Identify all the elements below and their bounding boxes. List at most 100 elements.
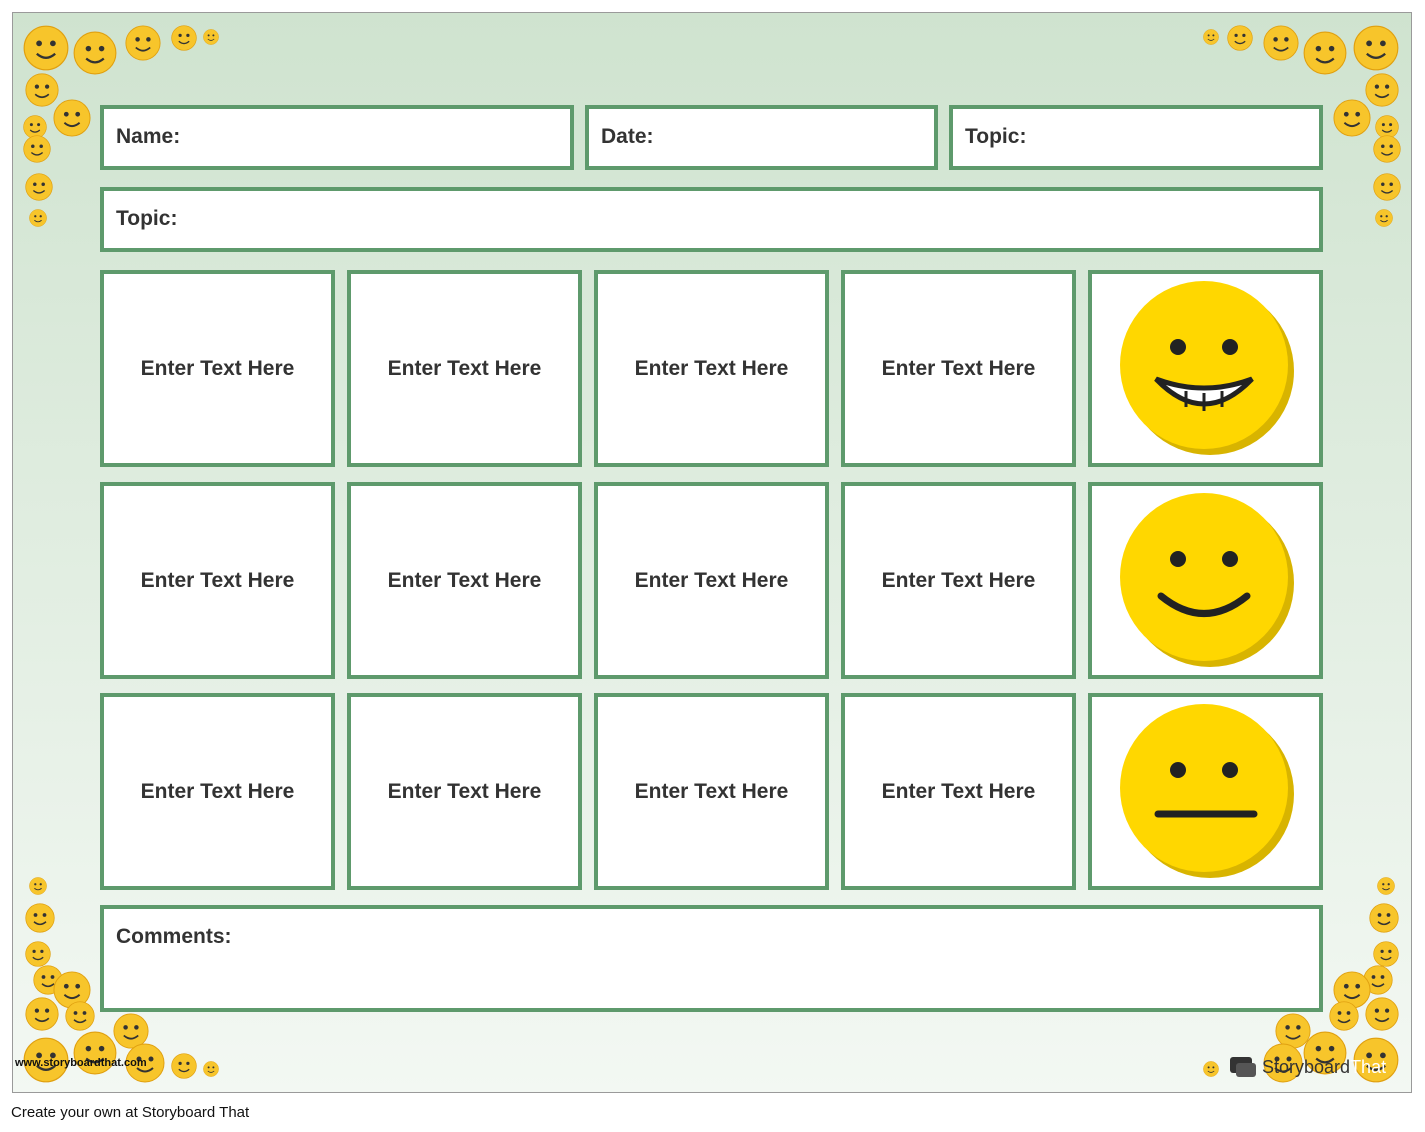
topic-field[interactable]: Topic: <box>949 105 1323 170</box>
topic-row[interactable]: Topic: <box>100 187 1323 252</box>
text-cell[interactable]: Enter Text Here <box>841 270 1076 467</box>
emoji-face <box>1375 209 1393 227</box>
emoji <box>25 941 51 967</box>
emoji <box>1333 99 1371 137</box>
text-cell[interactable]: Enter Text Here <box>347 270 582 467</box>
emoji-face <box>23 135 51 163</box>
emoji <box>203 1061 219 1077</box>
emoji-face <box>73 31 117 75</box>
emoji-face <box>125 1043 165 1083</box>
emoji <box>1373 173 1401 201</box>
emoji <box>1377 877 1395 895</box>
text-cell[interactable]: Enter Text Here <box>594 693 829 890</box>
text-cell[interactable]: Enter Text Here <box>100 270 335 467</box>
emoji-face <box>1333 971 1371 1009</box>
emoji-face <box>1365 997 1399 1031</box>
face <box>1119 492 1294 667</box>
emoji <box>125 1043 165 1083</box>
text-cell[interactable]: Enter Text Here <box>347 693 582 890</box>
emoji-face <box>23 1037 69 1083</box>
emoji-face <box>1365 73 1399 107</box>
emoji <box>1353 1037 1399 1083</box>
emoji <box>23 25 69 71</box>
emoji-face <box>25 73 59 107</box>
emoji <box>113 1013 149 1049</box>
emoji-face <box>25 941 51 967</box>
emoji <box>1353 25 1399 71</box>
emoji-face <box>1203 29 1219 45</box>
emoji-face <box>125 25 161 61</box>
field-label: Topic: <box>965 125 1027 148</box>
emoji-face <box>1373 173 1401 201</box>
emoji <box>29 877 47 895</box>
emoji-face <box>1373 941 1399 967</box>
emoji <box>23 115 47 139</box>
emoji <box>1363 965 1393 995</box>
emoji-face <box>1303 31 1347 75</box>
field-label: Topic: <box>116 207 178 230</box>
date-field[interactable]: Date: <box>585 105 938 170</box>
field-label: Date: <box>601 125 654 148</box>
emoji-face <box>23 115 47 139</box>
emoji <box>1369 903 1399 933</box>
emoji <box>1329 1001 1359 1031</box>
emoji <box>1373 941 1399 967</box>
emoji-face <box>203 29 219 45</box>
emoji <box>1203 29 1219 45</box>
logo-word: Storyboard <box>1262 1056 1351 1077</box>
emoji <box>73 1031 117 1075</box>
emoji-face <box>1263 25 1299 61</box>
emoji <box>1365 73 1399 107</box>
text-cell[interactable]: Enter Text Here <box>841 693 1076 890</box>
emoji-face <box>53 99 91 137</box>
emoji <box>25 997 59 1031</box>
emoji <box>171 25 197 51</box>
emoji <box>1365 997 1399 1031</box>
text-cell[interactable]: Enter Text Here <box>594 270 829 467</box>
emoji-face <box>29 209 47 227</box>
emoji-face <box>1329 1001 1359 1031</box>
emoji <box>1333 971 1371 1009</box>
emoji-face <box>171 1053 197 1079</box>
emoji-face <box>1377 877 1395 895</box>
emoji <box>23 1037 69 1083</box>
emoji <box>1375 209 1393 227</box>
emoji-face <box>1303 1031 1347 1075</box>
logo: StoryboardThat <box>1228 1055 1386 1079</box>
emoji <box>1373 135 1401 163</box>
emoji <box>1303 31 1347 75</box>
emoji-face <box>1263 1043 1303 1083</box>
emoji-face <box>23 25 69 71</box>
text-cell[interactable]: Enter Text Here <box>100 693 335 890</box>
emoji <box>1203 1061 1219 1077</box>
name-field[interactable]: Name: <box>100 105 574 170</box>
face-cell <box>1088 270 1323 467</box>
emoji <box>65 1001 95 1031</box>
emoji <box>23 135 51 163</box>
logo-icon <box>1230 1057 1256 1077</box>
field-label: Name: <box>116 125 181 148</box>
text-cell[interactable]: Enter Text Here <box>347 482 582 679</box>
emoji-face <box>1353 25 1399 71</box>
watermark: www.storyboardthat.com <box>15 1057 147 1069</box>
text-cell[interactable]: Enter Text Here <box>100 482 335 679</box>
comments-box[interactable]: Comments: <box>100 905 1323 1012</box>
emoji-face <box>25 173 53 201</box>
emoji <box>25 73 59 107</box>
emoji-face <box>1373 135 1401 163</box>
worksheet: Name: Date: Topic: Topic: Enter Text Her… <box>12 12 1412 1093</box>
emoji <box>203 29 219 45</box>
emoji <box>25 903 55 933</box>
emoji-face <box>1363 965 1393 995</box>
text-cell[interactable]: Enter Text Here <box>841 482 1076 679</box>
face-cell <box>1088 482 1323 679</box>
emoji-face <box>25 997 59 1031</box>
emoji-face <box>1353 1037 1399 1083</box>
emoji-face <box>73 1031 117 1075</box>
emoji-face <box>29 877 47 895</box>
text-cell[interactable]: Enter Text Here <box>594 482 829 679</box>
face <box>1119 703 1294 878</box>
emoji <box>25 173 53 201</box>
emoji-face <box>1203 1061 1219 1077</box>
